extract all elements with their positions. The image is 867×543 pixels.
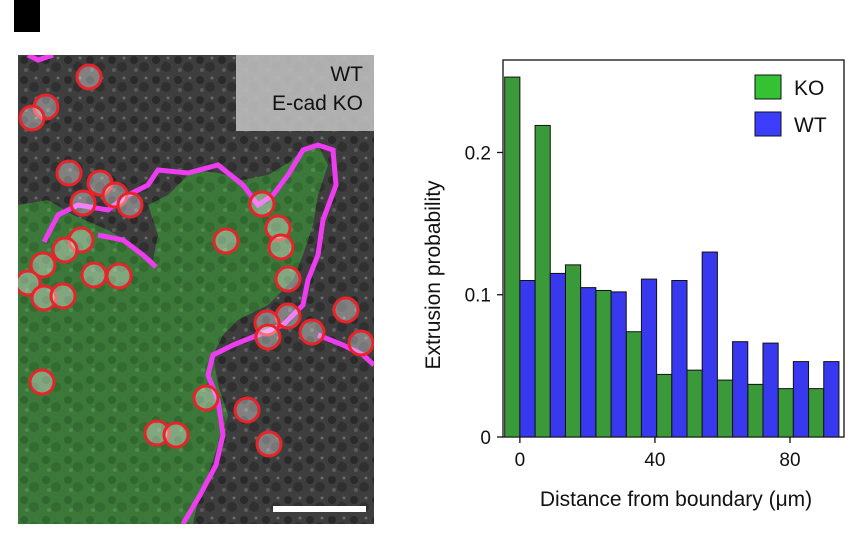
legend-label-wt: WT — [794, 114, 827, 137]
micrograph-legend-box — [236, 55, 374, 131]
extrusion-circle — [101, 181, 129, 209]
boundary-line-mid — [97, 232, 158, 269]
bar-wt — [732, 341, 749, 438]
chart-axes: 0 40 80 0 0.1 0.2 — [465, 59, 845, 471]
legend-wt-label: WT — [330, 63, 363, 86]
extrusion-circle — [75, 63, 103, 91]
bar-wt — [610, 291, 627, 438]
extrusion-circle — [233, 396, 261, 424]
extrusion-circle — [254, 323, 282, 351]
boundary-line-main — [41, 142, 339, 524]
extrusion-circle — [274, 265, 302, 293]
extrusion-circle — [332, 296, 360, 324]
bar-ko — [564, 264, 582, 438]
boundary-line-top — [26, 55, 54, 63]
bar-ko — [747, 383, 764, 438]
bar-wt — [580, 287, 597, 438]
extrusion-circle — [55, 159, 83, 187]
panel-label-marker — [14, 0, 40, 32]
extrusion-circle — [105, 262, 133, 290]
histogram-chart: 0 40 80 0 0.1 0.2 KO WT Distance from boundary… — [422, 59, 845, 511]
legend-swatch-wt — [754, 111, 782, 137]
bar-wt — [762, 342, 779, 438]
y-tick-label: 0.1 — [465, 286, 491, 307]
x-tick-label: 80 — [779, 450, 800, 471]
extrusion-circle — [192, 384, 220, 412]
ko-tissue-region — [18, 145, 328, 524]
bar-ko — [504, 76, 521, 438]
extrusion-circle — [212, 227, 240, 255]
bar-ko — [808, 388, 825, 438]
bar-wt — [671, 280, 688, 438]
extrusion-circle — [49, 282, 77, 310]
micrograph-image: WT E-cad KO — [18, 55, 374, 524]
bar-ko — [777, 388, 794, 438]
extrusion-circles — [18, 63, 374, 458]
extrusion-circle — [29, 251, 57, 279]
chart-bars — [504, 76, 840, 438]
bar-wt — [823, 361, 840, 438]
x-axis-label: Distance from boundary (μm) — [540, 488, 812, 511]
extrusion-circle — [28, 368, 56, 396]
extrusion-circle — [143, 419, 171, 447]
extrusion-circle — [162, 421, 190, 449]
scale-bar — [273, 506, 366, 512]
chart-legend: KO WT — [754, 74, 827, 137]
extrusion-circle — [80, 261, 108, 289]
y-tick-label: 0.2 — [465, 143, 491, 164]
bar-wt — [640, 278, 658, 438]
y-axis-label: Extrusion probability — [422, 180, 445, 370]
bar-ko — [716, 379, 734, 438]
bar-ko — [534, 124, 551, 438]
x-tick-label: 0 — [515, 450, 526, 471]
legend-label-ko: KO — [794, 77, 824, 100]
extrusion-circle — [298, 318, 326, 346]
bar-ko — [595, 289, 612, 438]
bar-ko — [686, 369, 703, 438]
bar-ko — [656, 373, 673, 438]
extrusion-circle — [255, 430, 283, 458]
bar-wt — [519, 280, 536, 438]
extrusion-circle — [116, 191, 144, 219]
extrusion-circle — [248, 190, 276, 218]
bar-ko — [625, 331, 642, 438]
x-tick-label: 40 — [644, 450, 665, 471]
extrusion-circle — [51, 236, 79, 264]
extrusion-circle — [347, 329, 374, 357]
bar-wt — [792, 361, 810, 438]
bar-wt — [701, 251, 718, 438]
extrusion-circle — [69, 189, 97, 217]
extrusion-circle — [267, 233, 295, 261]
legend-ko-label: E-cad KO — [272, 92, 363, 115]
extrusion-circle — [18, 104, 46, 132]
legend-swatch-ko — [754, 74, 782, 100]
y-tick-label: 0 — [480, 428, 491, 449]
bar-wt — [549, 272, 566, 438]
extrusion-circle — [30, 284, 58, 312]
